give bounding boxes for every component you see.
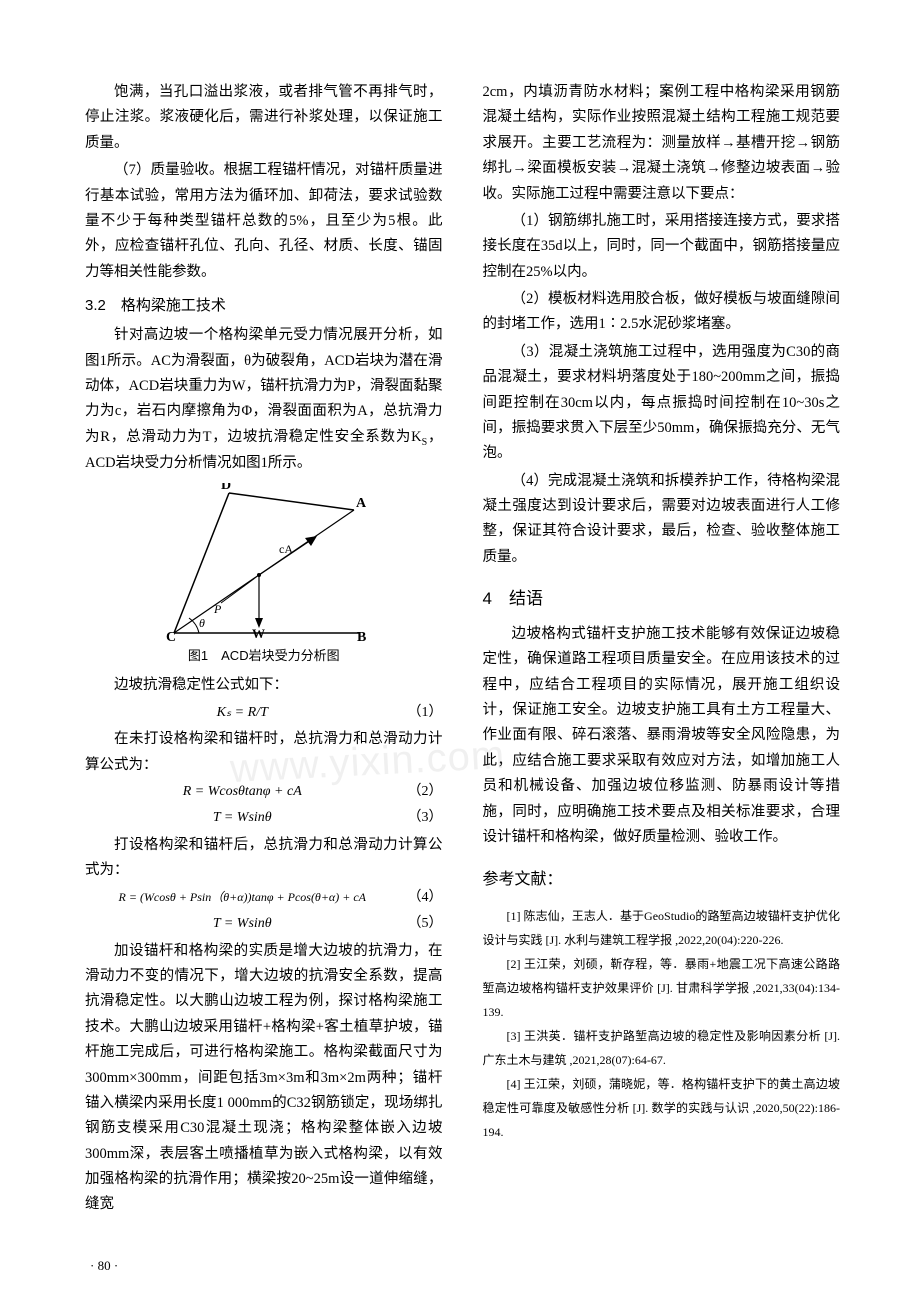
formula-5-expr: T = Wsinθ bbox=[85, 912, 400, 937]
right-para-2: （1）钢筋绑扎施工时，采用搭接连接方式，要求搭接长度在35d以上，同时，同一个截… bbox=[483, 209, 841, 285]
diagram-label-a: A bbox=[356, 496, 367, 511]
left-para-6: 打设格构梁和锚杆后，总抗滑力和总滑动力计算公式为： bbox=[85, 833, 443, 884]
diagram-label-p: P bbox=[213, 602, 222, 616]
diagram-label-b: B bbox=[357, 630, 366, 643]
left-para-7: 加设锚杆和格构梁的实质是增大边坡的抗滑力，在滑动力不变的情况下，增大边坡的抗滑安… bbox=[85, 939, 443, 1218]
heading-3-2: 3.2 格构梁施工技术 bbox=[85, 293, 443, 319]
figure-1-container: D A C B W cA θ P 图1 ACD岩块受力分析图 bbox=[85, 483, 443, 668]
formula-3: T = Wsinθ （3） bbox=[85, 806, 443, 831]
formula-5: T = Wsinθ （5） bbox=[85, 912, 443, 937]
formula-4-num: （4） bbox=[408, 886, 443, 911]
formula-5-num: （5） bbox=[408, 912, 443, 937]
heading-4: 4 结语 bbox=[483, 584, 841, 614]
diagram-label-c: C bbox=[166, 630, 176, 643]
right-para-3: （2）模板材料选用胶合板，做好模板与坡面缝隙间的封堵工作，选用1∶2.5水泥砂浆… bbox=[483, 287, 841, 338]
page-number: · 80 · bbox=[90, 1258, 118, 1274]
formula-4: R = (Wcosθ + Psin（θ+α))tanφ + Pcos(θ+α) … bbox=[85, 886, 443, 911]
formula-2: R = Wcosθtanφ + cA （2） bbox=[85, 780, 443, 805]
formula-3-num: （3） bbox=[408, 806, 443, 831]
left-para-3a: 针对高边坡一个格构梁单元受力情况展开分析，如图1所示。AC为滑裂面，θ为破裂角，… bbox=[85, 327, 443, 445]
reference-4: [4] 王江荣，刘硕，蒲晓妮，等．格构锚杆支护下的黄土高边坡稳定性可靠度及敏感性… bbox=[483, 1072, 841, 1144]
right-para-5: （4）完成混凝土浇筑和拆模养护工作，待格构梁混凝土强度达到设计要求后，需要对边坡… bbox=[483, 469, 841, 571]
right-column: 2cm，内填沥青防水材料；案例工程中格构梁采用钢筋混凝土结构，实际作业按照混凝土… bbox=[463, 80, 841, 1262]
reference-3: [3] 王洪英．锚杆支护路堑高边坡的稳定性及影响因素分析 [J]. 广东土木与建… bbox=[483, 1024, 841, 1072]
diagram-label-w: W bbox=[252, 626, 265, 641]
formula-3-expr: T = Wsinθ bbox=[85, 806, 400, 831]
figure-1-svg: D A C B W cA θ P bbox=[159, 483, 369, 643]
diagram-label-d: D bbox=[221, 483, 231, 493]
formula-4-expr: R = (Wcosθ + Psin（θ+α))tanφ + Pcos(θ+α) … bbox=[85, 887, 400, 908]
left-para-4: 边坡抗滑稳定性公式如下： bbox=[85, 673, 443, 698]
right-para-6: 边坡格构式锚杆支护施工技术能够有效保证边坡稳定性，确保道路工程项目质量安全。在应… bbox=[483, 622, 841, 850]
formula-1: Kₛ = R/T （1） bbox=[85, 701, 443, 726]
right-para-1: 2cm，内填沥青防水材料；案例工程中格构梁采用钢筋混凝土结构，实际作业按照混凝土… bbox=[483, 80, 841, 207]
formula-2-num: （2） bbox=[408, 780, 443, 805]
formula-2-expr: R = Wcosθtanφ + cA bbox=[85, 780, 400, 805]
left-para-2: （7）质量验收。根据工程锚杆情况，对锚杆质量进行基本试验，常用方法为循环加、卸荷… bbox=[85, 158, 443, 285]
left-column: 饱满，当孔口溢出浆液，或者排气管不再排气时，停止注浆。浆液硬化后，需进行补浆处理… bbox=[85, 80, 463, 1262]
references-heading: 参考文献： bbox=[483, 866, 841, 894]
formula-1-expr: Kₛ = R/T bbox=[85, 701, 400, 726]
reference-1: [1] 陈志仙，王志人．基于GeoStudio的路堑高边坡锚杆支护优化设计与实践… bbox=[483, 904, 841, 952]
diagram-label-ca: cA bbox=[279, 542, 293, 556]
left-para-5: 在未打设格构梁和锚杆时，总抗滑力和总滑动力计算公式为： bbox=[85, 727, 443, 778]
reference-2: [2] 王江荣，刘硕，靳存程，等．暴雨+地震工况下高速公路路堑高边坡格构锚杆支护… bbox=[483, 952, 841, 1024]
left-para-1: 饱满，当孔口溢出浆液，或者排气管不再排气时，停止注浆。浆液硬化后，需进行补浆处理… bbox=[85, 80, 443, 156]
left-para-3: 针对高边坡一个格构梁单元受力情况展开分析，如图1所示。AC为滑裂面，θ为破裂角，… bbox=[85, 323, 443, 476]
diagram-label-theta: θ bbox=[199, 616, 205, 630]
formula-1-num: （1） bbox=[408, 701, 443, 726]
right-para-4: （3）混凝土浇筑施工过程中，选用强度为C30的商品混凝土，要求材料坍落度处于18… bbox=[483, 340, 841, 467]
figure-1-caption: 图1 ACD岩块受力分析图 bbox=[188, 645, 340, 668]
